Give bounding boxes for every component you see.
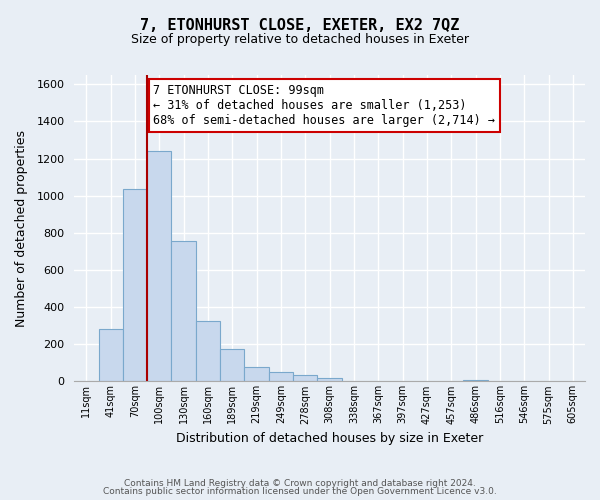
Bar <box>463 380 488 382</box>
Bar <box>196 321 220 382</box>
Bar <box>244 366 269 382</box>
Bar <box>317 378 342 382</box>
Text: Size of property relative to detached houses in Exeter: Size of property relative to detached ho… <box>131 32 469 46</box>
Bar <box>123 189 147 382</box>
Bar <box>293 375 317 382</box>
Bar <box>147 151 172 382</box>
Bar <box>98 330 123 382</box>
Y-axis label: Number of detached properties: Number of detached properties <box>15 130 28 326</box>
Text: 7 ETONHURST CLOSE: 99sqm
← 31% of detached houses are smaller (1,253)
68% of sem: 7 ETONHURST CLOSE: 99sqm ← 31% of detach… <box>154 84 496 127</box>
Text: 7, ETONHURST CLOSE, EXETER, EX2 7QZ: 7, ETONHURST CLOSE, EXETER, EX2 7QZ <box>140 18 460 32</box>
Text: Contains HM Land Registry data © Crown copyright and database right 2024.: Contains HM Land Registry data © Crown c… <box>124 478 476 488</box>
X-axis label: Distribution of detached houses by size in Exeter: Distribution of detached houses by size … <box>176 432 483 445</box>
Bar <box>269 372 293 382</box>
Bar <box>220 349 244 382</box>
Bar <box>172 241 196 382</box>
Text: Contains public sector information licensed under the Open Government Licence v3: Contains public sector information licen… <box>103 487 497 496</box>
